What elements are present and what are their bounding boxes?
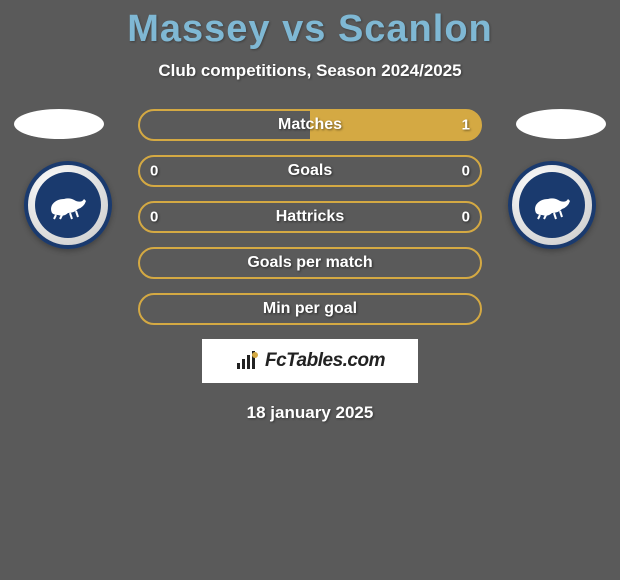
lion-icon: [46, 189, 90, 221]
page-title: Massey vs Scanlon: [0, 0, 620, 51]
player-right-silhouette: [516, 109, 606, 139]
chart-icon: [235, 351, 259, 371]
stat-right-value: 0: [462, 163, 470, 180]
stat-row-goals-per-match: Goals per match: [138, 247, 482, 279]
subtitle: Club competitions, Season 2024/2025: [0, 61, 620, 81]
comparison-panel: Matches 1 0 Goals 0 0 Hattricks 0 Goals …: [0, 109, 620, 423]
stat-row-min-per-goal: Min per goal: [138, 293, 482, 325]
club-badge-left: [24, 161, 112, 249]
stat-label: Goals per match: [247, 254, 372, 272]
date-label: 18 january 2025: [0, 403, 620, 423]
lion-icon: [530, 189, 574, 221]
stat-right-value: 1: [462, 117, 470, 134]
stat-label: Goals: [288, 162, 332, 180]
stat-row-goals: 0 Goals 0: [138, 155, 482, 187]
brand-text: FcTables.com: [265, 350, 385, 372]
club-badge-right: [508, 161, 596, 249]
stat-right-value: 0: [462, 209, 470, 226]
stat-left-value: 0: [150, 209, 158, 226]
stat-row-hattricks: 0 Hattricks 0: [138, 201, 482, 233]
stat-label: Matches: [278, 116, 342, 134]
stat-row-matches: Matches 1: [138, 109, 482, 141]
stat-label: Hattricks: [276, 208, 344, 226]
brand-logo: FcTables.com: [202, 339, 418, 383]
stat-left-value: 0: [150, 163, 158, 180]
stat-label: Min per goal: [263, 300, 357, 318]
stats-table: Matches 1 0 Goals 0 0 Hattricks 0 Goals …: [138, 109, 482, 325]
player-left-silhouette: [14, 109, 104, 139]
